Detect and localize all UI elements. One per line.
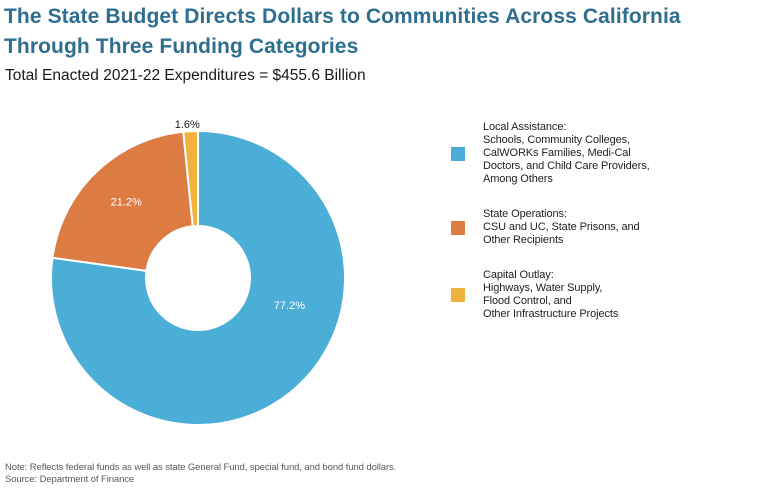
footnote-note: Note: Reflects federal funds as well as … xyxy=(5,462,397,473)
legend-item-state-operations: State Operations: CSU and UC, State Priso… xyxy=(451,208,650,247)
pie-slice-capital-outlay xyxy=(182,129,199,228)
slice-label-state-operations: 21.2% xyxy=(111,196,142,208)
footnote: Note: Reflects federal funds as well as … xyxy=(5,462,396,485)
legend-swatch-state-operations xyxy=(451,220,465,235)
page-title-line2: Through Three Funding Categories xyxy=(4,35,359,58)
slice-label-capital-outlay: 1.6% xyxy=(175,119,200,131)
legend-swatch-capital-outlay xyxy=(451,288,465,302)
pie-slice-state-operations xyxy=(51,130,194,272)
legend: Local Assistance: Schools, Community Coll… xyxy=(451,121,650,321)
donut-chart: 77.2% 21.2% 1.6% xyxy=(49,119,346,426)
page-title-line1: The State Budget Directs Dollars to Comm… xyxy=(4,5,681,28)
legend-swatch-local-assistance xyxy=(451,146,465,161)
legend-label-capital-outlay: Capital Outlay: Highways, Water Supply, Fl… xyxy=(483,269,619,320)
pie-slice-local-assistance xyxy=(49,130,346,426)
chart-subtitle: Total Enacted 2021-22 Expenditures = $45… xyxy=(5,67,366,84)
legend-label-local-assistance: Local Assistance: Schools, Community Coll… xyxy=(483,121,650,185)
slice-label-local-assistance: 77.2% xyxy=(274,300,305,312)
legend-item-capital-outlay: Capital Outlay: Highways, Water Supply, Fl… xyxy=(451,269,650,321)
page-title: The State Budget Directs Dollars to Comm… xyxy=(4,2,681,62)
legend-item-local-assistance: Local Assistance: Schools, Community Coll… xyxy=(451,121,650,186)
footnote-source: Source: Department of Finance xyxy=(5,473,135,485)
legend-label-state-operations: State Operations: CSU and UC, State Priso… xyxy=(483,208,640,246)
